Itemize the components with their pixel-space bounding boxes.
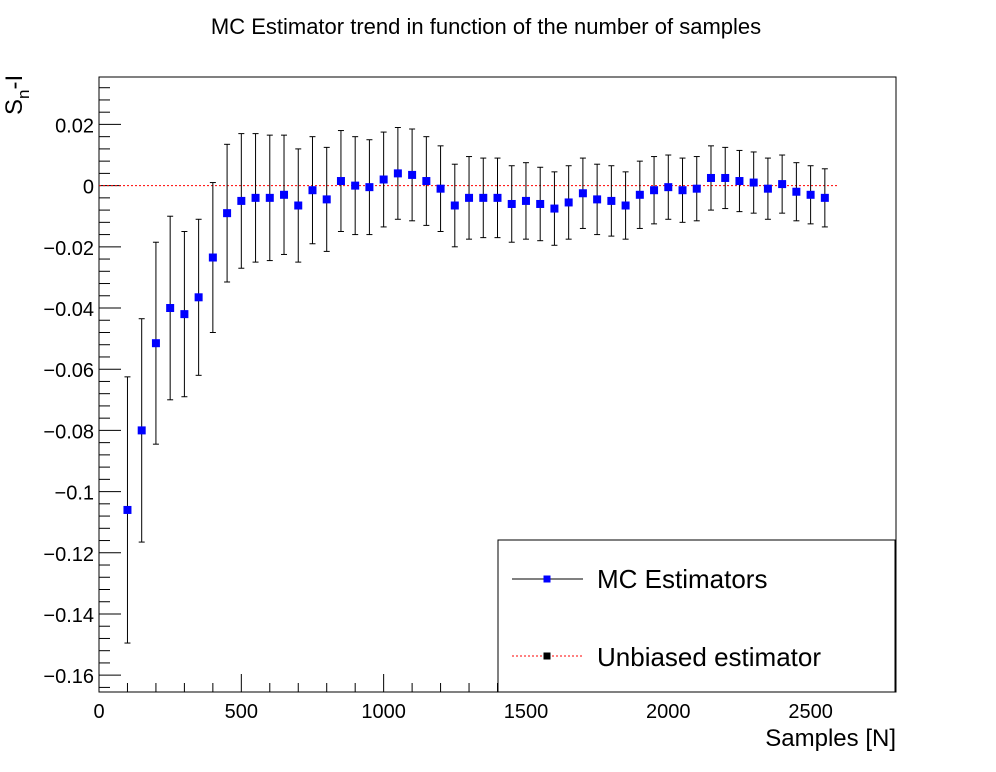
data-point [351, 181, 360, 190]
y-tick-label: −0.12 [43, 544, 94, 566]
data-point [166, 304, 175, 313]
data-point [336, 177, 345, 186]
y-tick-label: −0.08 [43, 421, 94, 443]
y-tick-label: −0.16 [43, 666, 94, 688]
data-point [749, 178, 758, 187]
y-axis-label-sub: n [14, 90, 33, 99]
data-point [237, 196, 246, 205]
y-tick-label: −0.06 [43, 360, 94, 382]
data-markers [123, 169, 829, 514]
data-point [379, 175, 388, 184]
y-axis-label-tail: -I [1, 75, 28, 90]
data-point [479, 193, 488, 202]
data-point [365, 183, 374, 192]
data-point [322, 195, 331, 204]
data-point [692, 184, 701, 193]
data-point [763, 184, 772, 193]
data-point [635, 190, 644, 199]
x-tick-label: 2500 [788, 701, 833, 723]
data-point [194, 293, 203, 302]
x-tick-label: 2000 [646, 701, 691, 723]
data-point [820, 193, 829, 202]
data-point [564, 198, 573, 207]
data-point [806, 190, 815, 199]
y-tick-label: 0 [83, 177, 94, 199]
chart-title: MC Estimator trend in function of the nu… [211, 14, 761, 39]
data-point [507, 199, 516, 208]
data-point [151, 339, 160, 348]
data-point [706, 173, 715, 182]
data-point [493, 193, 502, 202]
y-axis-label: Sn-I [1, 75, 33, 115]
data-point [208, 253, 217, 262]
x-tick-label: 1000 [361, 701, 406, 723]
data-point [223, 209, 232, 218]
data-point [280, 190, 289, 199]
data-point [465, 193, 474, 202]
legend-label-unbiased-estimator: Unbiased estimator [597, 642, 821, 672]
y-tick-label: −0.02 [43, 238, 94, 260]
legend-mc-marker [543, 575, 551, 583]
y-axis-label-main: S [1, 99, 28, 115]
x-axis-label: Samples [N] [765, 725, 896, 752]
data-point [422, 177, 431, 186]
x-tick-label: 1500 [504, 701, 549, 723]
legend-label-mc-estimators: MC Estimators [597, 564, 767, 594]
data-point [308, 186, 317, 195]
legend-unbiased-marker [543, 652, 551, 660]
y-tick-label: 0.02 [55, 115, 94, 137]
data-point [621, 201, 630, 210]
data-point [123, 505, 132, 514]
data-point [408, 170, 417, 179]
data-point [265, 193, 274, 202]
data-point [294, 201, 303, 210]
y-tick-label: −0.14 [43, 605, 94, 627]
data-point [521, 196, 530, 205]
data-point [678, 186, 687, 195]
data-point [792, 187, 801, 196]
data-point [664, 183, 673, 192]
data-point [536, 199, 545, 208]
data-point [593, 195, 602, 204]
data-point [436, 184, 445, 193]
data-point [650, 186, 659, 195]
data-point [450, 201, 459, 210]
data-point [550, 204, 559, 213]
y-tick-label: −0.1 [55, 483, 94, 505]
data-point [251, 193, 260, 202]
data-point [578, 189, 587, 198]
axes: 0 500 1000 1500 2000 2500 0.02 0 −0.02 −0.04 −0.06… [43, 76, 897, 723]
data-point [137, 426, 146, 435]
x-tick-label: 0 [93, 701, 104, 723]
y-tick-label: −0.04 [43, 299, 94, 321]
x-tick-label: 500 [225, 701, 258, 723]
data-point [721, 173, 730, 182]
data-point [778, 180, 787, 189]
legend: MC Estimators Unbiased estimator [497, 539, 896, 693]
legend-box [497, 539, 896, 693]
data-point [180, 310, 189, 319]
data-point [607, 196, 616, 205]
data-point [393, 169, 402, 178]
data-point [735, 177, 744, 186]
svg-text:Sn-I: Sn-I [1, 75, 33, 115]
